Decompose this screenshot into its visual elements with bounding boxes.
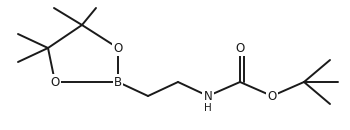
Text: O: O: [113, 41, 122, 54]
Text: B: B: [114, 76, 122, 89]
Text: O: O: [267, 89, 276, 102]
Text: N: N: [204, 89, 212, 102]
Text: O: O: [236, 41, 245, 54]
Text: H: H: [204, 103, 212, 113]
Text: O: O: [50, 76, 60, 89]
